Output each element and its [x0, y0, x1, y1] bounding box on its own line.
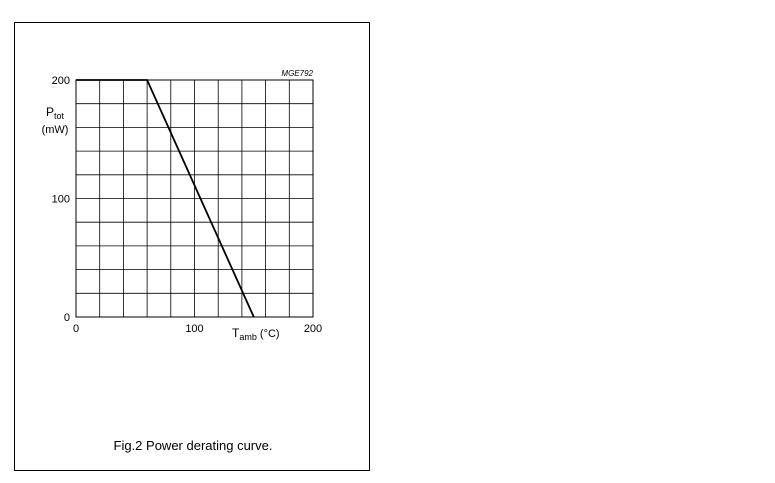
x-axis-label: Tamb (°C): [232, 326, 280, 342]
figure-frame: 0 100 200 0 100 200 MGE792 Ptot (mW) Tamb (°C…: [14, 22, 370, 471]
figure-code: MGE792: [281, 69, 313, 78]
y-tick-label: 0: [64, 312, 70, 324]
x-tick-label: 100: [185, 323, 203, 335]
series-line: [76, 79, 255, 318]
x-tick-label: 0: [73, 323, 79, 335]
y-tick-label: 100: [52, 194, 70, 206]
figure-caption: Fig.2 Power derating curve.: [113, 438, 273, 453]
y-axis-unit: (mW): [42, 124, 69, 136]
x-tick-label: 200: [304, 323, 322, 335]
y-axis-label: Ptot: [46, 105, 65, 121]
derating-chart: 0 100 200 0 100 200 MGE792 Ptot (mW) Tamb (°C…: [42, 69, 323, 342]
plot-border: [75, 79, 314, 318]
chart-grid: [76, 80, 313, 317]
y-tick-label: 200: [52, 75, 70, 87]
